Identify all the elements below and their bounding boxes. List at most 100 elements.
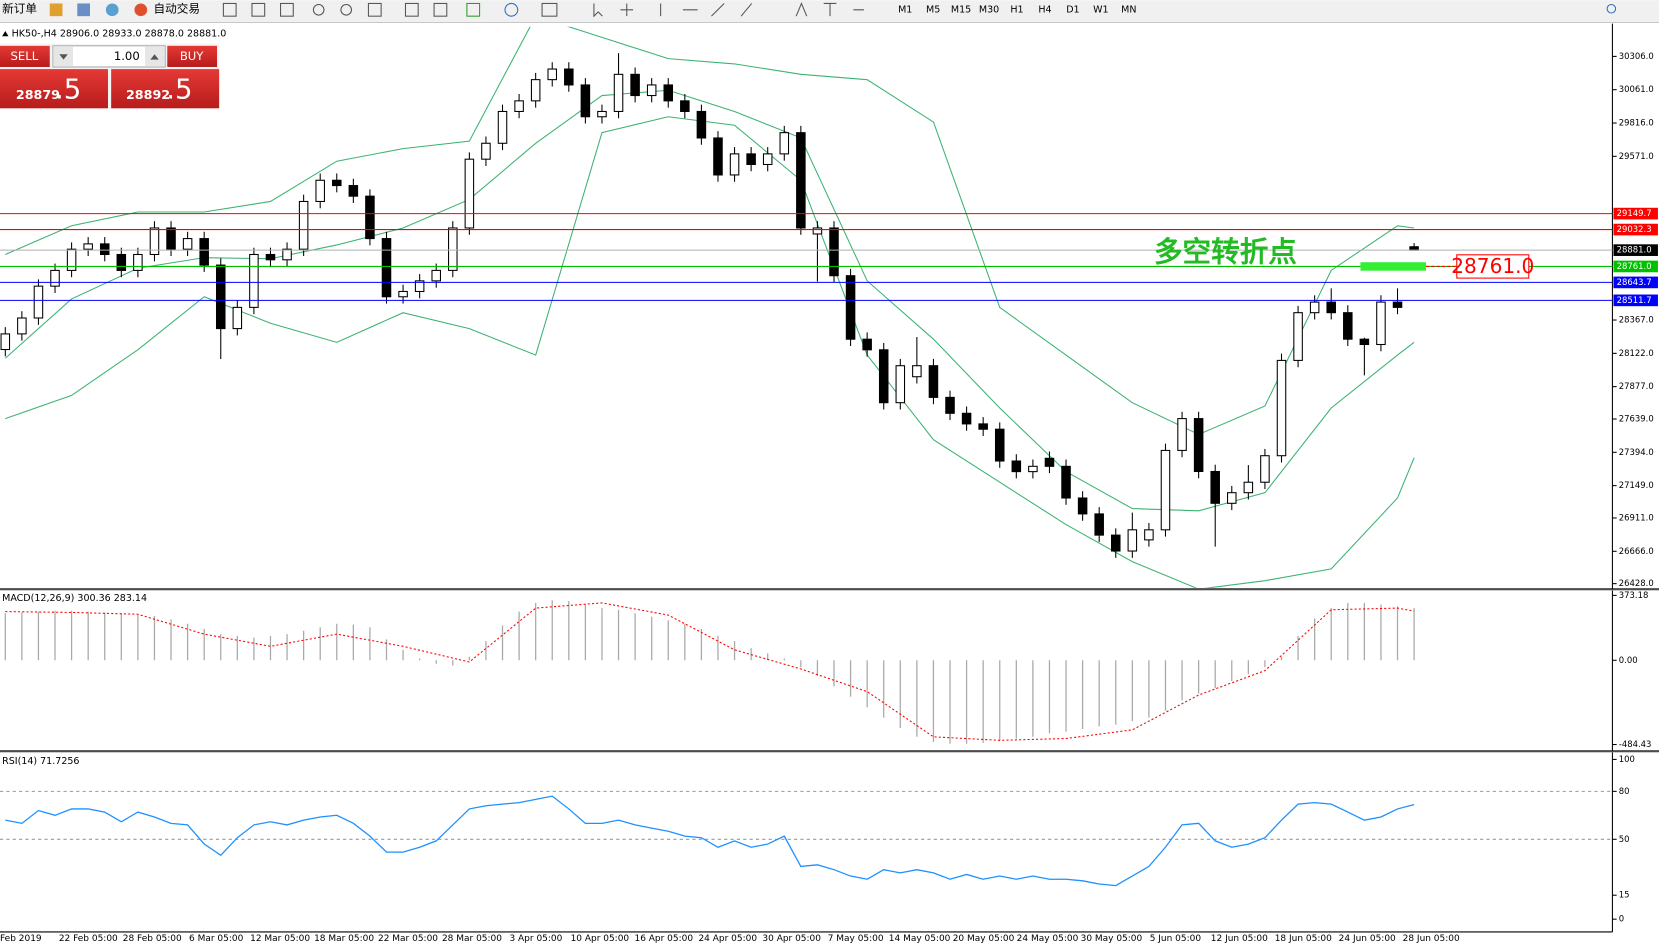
x-tick-label: 14 May 05:00 [889,934,951,944]
y-tick-label: 30306.0 [1619,51,1654,61]
price-level-tag [1613,223,1658,236]
x-tick-label: 22 Feb 05:00 [59,934,118,944]
zoom-out-icon[interactable] [340,3,353,16]
auto-trading-button[interactable]: 自动交易 [154,1,201,15]
candle-body [1326,301,1336,314]
timeframe-button[interactable]: M15 [951,4,971,15]
timeframe-button[interactable]: D1 [1066,4,1079,15]
y-tick-label: 15 [1619,890,1630,900]
sell-label[interactable]: SELL [11,49,39,63]
candle-body [1177,418,1187,451]
buy-price-fraction: .5 [166,73,192,105]
timeframe-button[interactable]: M30 [979,4,999,15]
sell-button[interactable] [0,45,50,67]
y-tick-label: 26911.0 [1619,512,1654,522]
y-tick-label: 50 [1619,834,1630,844]
candle-body [83,243,93,250]
toolbar-icon[interactable] [49,3,63,17]
search-icon[interactable] [1606,3,1617,14]
candle-body [0,333,11,351]
candle-body [464,158,475,229]
annotation-text: 多空转折点 [1154,235,1297,269]
candle-body [928,365,939,398]
text-tools[interactable] [795,2,864,17]
candle-body [1392,301,1403,308]
candle-body [564,68,574,86]
lot-input[interactable] [52,45,166,68]
x-tick-label: 24 Apr 05:00 [698,934,757,944]
y-tick-label: 26428.0 [1619,578,1654,588]
tool-icon[interactable] [504,2,519,17]
y-tick-label: 29816.0 [1619,118,1654,128]
candle-body [1276,359,1287,457]
bollinger-lower [5,116,1415,588]
buy-price-box[interactable] [111,69,220,109]
cursor-icon[interactable] [593,3,603,18]
candle-body [746,153,756,166]
tool-icon[interactable] [404,2,419,17]
y-tick-label: 100 [1619,754,1635,764]
candle-body [398,290,408,298]
candle-body [431,269,441,282]
tool-icon[interactable] [367,2,382,17]
timeframe-button[interactable]: W1 [1093,4,1108,15]
candle-body [1044,457,1055,467]
x-tick-label: 30 May 05:00 [1081,934,1143,944]
timeframe-button[interactable]: M1 [898,4,912,15]
y-tick-label: 30061.0 [1619,84,1654,94]
price-level-tag [1613,207,1658,220]
candle-body [365,195,375,240]
sell-price: 28879 [16,87,60,102]
candle-body [332,179,342,187]
tool-icon[interactable] [466,2,481,17]
candle-body [1227,492,1237,504]
crosshair-icon[interactable] [620,3,634,17]
toolbar-icon[interactable] [77,3,90,17]
candle-body [315,179,325,202]
zoom-in-icon[interactable] [312,3,325,16]
candle-body [978,423,988,430]
buy-button[interactable] [167,45,218,67]
collapse-icon[interactable] [2,30,9,37]
candle-body [199,238,209,266]
chart-header: HK50-,H4 28906.0 28933.0 28878.0 28881.0 [12,29,227,40]
line-tools[interactable] [660,3,753,17]
x-tick-label: 3 Apr 05:00 [509,934,562,944]
timeframe-button[interactable]: H4 [1038,4,1051,15]
arrow-icon [59,54,68,60]
tool-icon[interactable] [280,2,294,17]
y-tick-label: 28122.0 [1619,348,1654,358]
candle-body [646,84,657,97]
tool-icon[interactable] [222,2,237,17]
x-tick-label: 18 Jun 05:00 [1275,934,1332,944]
y-tick-label: 0 [1619,914,1624,924]
timeframe-button[interactable]: H1 [1010,4,1023,15]
tool-icon[interactable] [251,2,266,17]
tool-icon[interactable] [541,2,558,17]
price-level-label: 28881.0 [1617,245,1652,255]
price-level-tag [1613,276,1658,289]
candle-body [116,253,127,271]
sell-price-box[interactable] [0,69,108,109]
timeframe-button[interactable]: MN [1121,4,1136,15]
lot-value[interactable]: 1.00 [114,49,140,63]
x-tick-label: 22 Mar 05:00 [378,934,438,944]
x-tick-label: 12 Jun 05:00 [1211,934,1268,944]
candle-body [1260,455,1270,483]
candle-body [895,365,906,404]
toolbar-icon[interactable] [105,3,119,17]
bollinger-upper [5,26,1415,436]
candle-body [779,132,790,155]
candle-body [1144,529,1154,541]
buy-label[interactable]: BUY [180,49,204,63]
auto-trading-icon[interactable] [134,3,148,17]
candle-body [232,306,243,330]
timeframe-button[interactable]: M5 [926,4,940,15]
new-order-button[interactable]: 新订单 [2,1,37,15]
macd-signal [5,602,1415,741]
y-tick-label: 27639.0 [1619,414,1654,424]
tool-icon[interactable] [433,2,448,17]
bollinger-middle [4,89,1415,512]
x-tick-label: 7 May 05:00 [828,934,884,944]
